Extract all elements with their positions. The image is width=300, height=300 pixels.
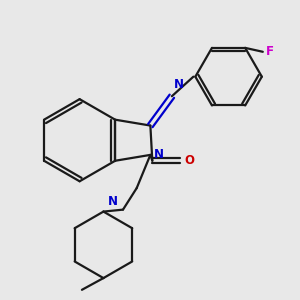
Text: N: N <box>108 195 118 208</box>
Text: O: O <box>184 154 194 167</box>
Text: N: N <box>154 148 164 161</box>
Text: N: N <box>174 78 184 91</box>
Text: F: F <box>266 45 274 58</box>
